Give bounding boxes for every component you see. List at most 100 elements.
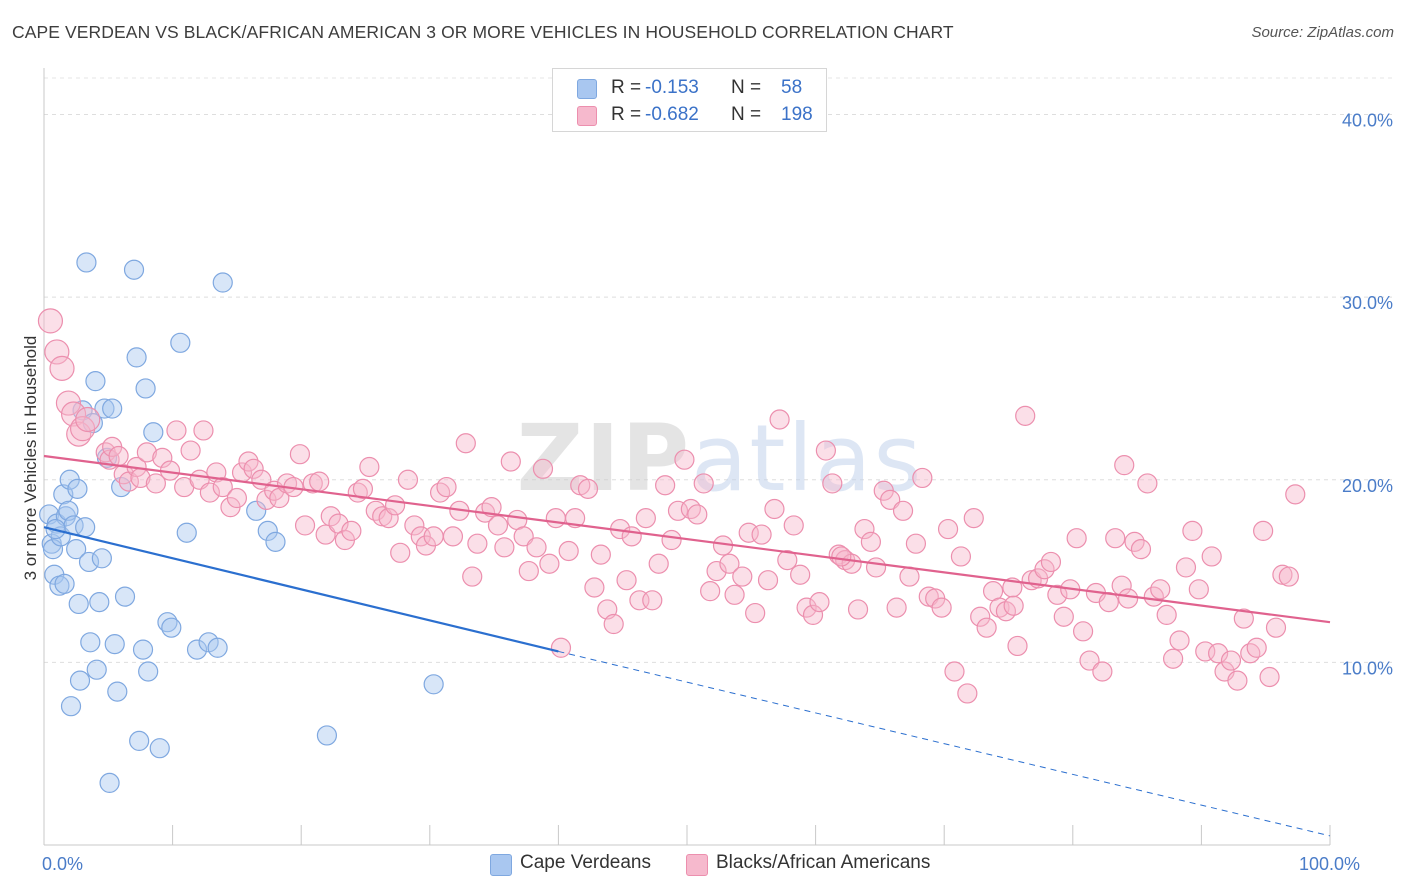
point-cape-verdean — [69, 670, 91, 691]
point-black-african-american — [108, 445, 129, 467]
point-black-african-american — [199, 482, 220, 503]
legend-label: Cape Verdeans — [520, 852, 651, 873]
point-black-african-american — [957, 683, 978, 704]
point-black-african-american — [655, 475, 676, 496]
point-cape-verdean — [85, 371, 106, 392]
point-black-african-american — [1137, 473, 1158, 494]
legend-swatch-pink — [686, 854, 708, 876]
point-cape-verdean — [149, 738, 170, 759]
x-tick-label: 100.0% — [1299, 854, 1360, 874]
point-cape-verdean — [161, 617, 182, 638]
point-black-african-american — [724, 584, 745, 605]
point-black-african-american — [442, 526, 464, 547]
point-black-african-american — [145, 473, 166, 494]
point-black-african-american — [1278, 566, 1299, 587]
point-black-african-american — [545, 508, 566, 529]
point-cape-verdean — [423, 674, 444, 695]
point-black-african-american — [136, 442, 157, 463]
point-cape-verdean — [104, 634, 125, 655]
point-cape-verdean — [54, 573, 75, 594]
point-black-african-american — [1156, 604, 1177, 626]
point-cape-verdean — [114, 586, 136, 607]
point-black-african-american — [635, 508, 656, 529]
point-cape-verdean — [212, 272, 233, 293]
point-black-african-american — [37, 308, 64, 334]
point-cape-verdean — [246, 500, 267, 521]
point-black-african-american — [565, 508, 586, 529]
point-black-african-american — [745, 602, 766, 624]
point-black-african-american — [1150, 579, 1171, 600]
point-black-african-american — [831, 546, 852, 567]
point-black-african-american — [905, 533, 927, 554]
point-black-african-american — [558, 540, 579, 562]
y-axis-label: 3 or more Vehicles in Household — [21, 336, 40, 581]
point-black-african-american — [944, 661, 965, 682]
data-points — [37, 252, 1306, 794]
point-black-african-american — [1079, 650, 1100, 671]
point-black-african-american — [487, 515, 509, 536]
point-cape-verdean — [186, 639, 208, 660]
point-cape-verdean — [123, 259, 145, 280]
watermark: ZIPatlas — [517, 405, 924, 512]
point-black-african-american — [60, 401, 87, 427]
point-black-african-american — [481, 497, 502, 518]
point-black-african-american — [352, 478, 374, 499]
point-black-african-american — [294, 515, 316, 536]
legend-row-blacks: R = -0.682 N = 198 — [553, 102, 826, 128]
point-black-african-american — [621, 526, 642, 547]
point-black-african-american — [719, 553, 740, 574]
point-cape-verdean — [86, 659, 107, 680]
point-cape-verdean — [76, 252, 97, 273]
point-black-african-american — [180, 440, 201, 461]
point-black-african-american — [1007, 635, 1028, 657]
point-cape-verdean — [126, 347, 147, 368]
point-cape-verdean — [207, 637, 228, 658]
point-black-african-american — [518, 560, 539, 582]
point-black-african-american — [289, 444, 311, 465]
point-black-african-american — [1195, 641, 1216, 662]
point-black-african-american — [693, 473, 714, 494]
legend-n-value: 58 — [781, 77, 803, 98]
point-cape-verdean — [78, 551, 100, 573]
point-black-african-american — [642, 590, 663, 611]
point-black-african-american — [315, 524, 336, 545]
point-black-african-american — [687, 504, 708, 525]
point-cape-verdean — [257, 520, 278, 541]
legend-r-label: R = — [611, 104, 642, 125]
legend-swatch-blue — [577, 79, 597, 99]
point-black-african-american — [854, 518, 875, 540]
point-cape-verdean — [66, 539, 87, 560]
legend-row-cape-verdeans: R = -0.153 N = 58 — [553, 75, 826, 101]
point-black-african-american — [390, 542, 411, 563]
point-black-african-american — [1066, 528, 1087, 549]
point-black-african-american — [590, 544, 611, 565]
point-black-african-american — [1117, 588, 1139, 609]
point-black-african-american — [815, 440, 836, 461]
point-cape-verdean — [94, 398, 115, 419]
point-black-african-american — [494, 537, 515, 558]
point-black-african-american — [937, 518, 959, 540]
point-black-african-american — [1259, 666, 1280, 688]
point-black-african-american — [1208, 643, 1229, 664]
point-black-african-american — [152, 447, 173, 468]
point-black-african-american — [661, 529, 682, 551]
point-cape-verdean — [157, 612, 178, 633]
chart-title: CAPE VERDEAN VS BLACK/AFRICAN AMERICAN 3… — [12, 22, 954, 42]
point-black-african-american — [429, 482, 451, 503]
point-black-african-american — [603, 613, 624, 635]
point-black-african-american — [1182, 520, 1203, 541]
x-tick-label: 0.0% — [42, 854, 83, 874]
y-tick-label: 40.0% — [1342, 111, 1393, 131]
point-cape-verdean — [138, 661, 159, 682]
point-black-african-american — [436, 476, 457, 498]
point-black-african-american — [738, 522, 759, 543]
y-tick-label: 10.0% — [1342, 658, 1393, 678]
point-black-african-american — [500, 451, 521, 472]
trend-line-extension — [558, 650, 1331, 837]
point-black-african-american — [44, 339, 70, 365]
point-cape-verdean — [68, 593, 89, 615]
point-black-african-american — [931, 597, 952, 618]
point-black-african-american — [1253, 520, 1274, 541]
point-black-african-american — [423, 526, 444, 547]
legend-swatch-pink — [577, 106, 597, 126]
